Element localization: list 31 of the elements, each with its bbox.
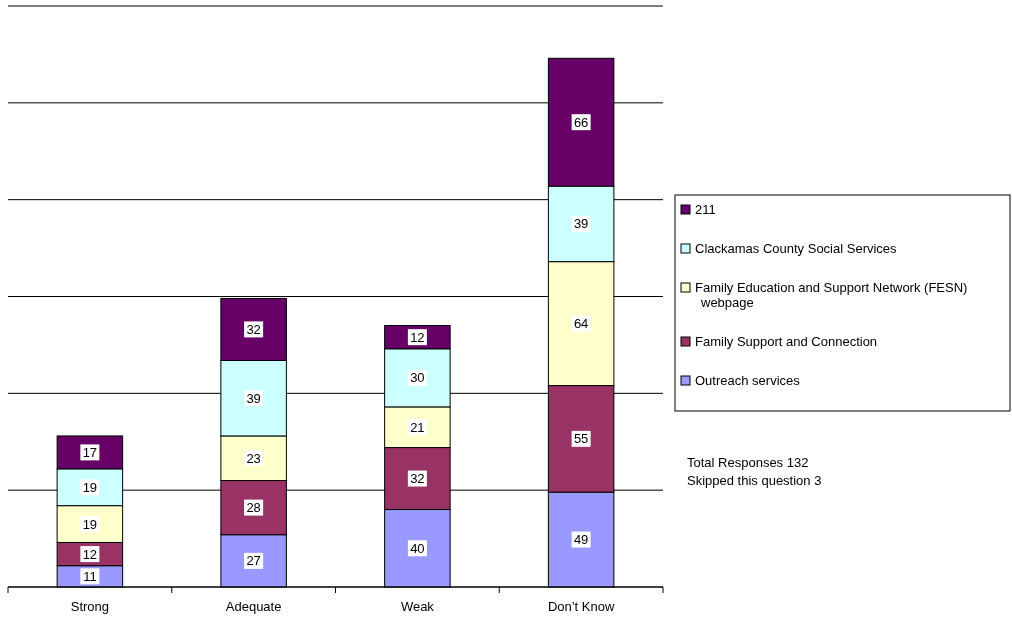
x-tick-label: Adequate	[225, 599, 282, 614]
data-label: 19	[82, 479, 98, 495]
data-label: 40	[410, 540, 425, 556]
data-label: 30	[410, 370, 425, 386]
data-label: 32	[410, 471, 425, 487]
data-label: 66	[573, 114, 589, 130]
data-label: 64	[573, 316, 589, 332]
x-tick-label: Don’t Know	[547, 599, 615, 614]
data-label: 17	[82, 444, 98, 460]
legend-label: Family Support and Connection	[695, 334, 878, 349]
data-label: 12	[82, 546, 98, 562]
data-label: 32	[246, 321, 261, 337]
x-tick-label: Weak	[400, 599, 435, 614]
data-label: 39	[246, 390, 261, 406]
data-label: 21	[410, 419, 425, 435]
data-label: 28	[246, 500, 261, 516]
data-label: 39	[573, 216, 589, 232]
data-label: 12	[410, 329, 425, 345]
data-label: 27	[246, 553, 261, 569]
text: Total Responses 132	[687, 455, 809, 470]
data-label: 55	[573, 431, 589, 447]
legend-label: Family Education and Support Network (FESN) webpage	[695, 280, 968, 310]
data-label: 23	[246, 450, 261, 466]
data-label: 49	[573, 532, 589, 548]
text: Skipped this question 3	[687, 473, 822, 488]
data-label: 19	[82, 516, 98, 532]
legend-label: 211	[695, 202, 716, 217]
legend-label: Clackamas County Social Services	[695, 241, 898, 256]
data-label: 11	[83, 568, 97, 584]
x-tick-label: Strong	[70, 599, 110, 614]
legend-label: Outreach services	[695, 373, 801, 388]
